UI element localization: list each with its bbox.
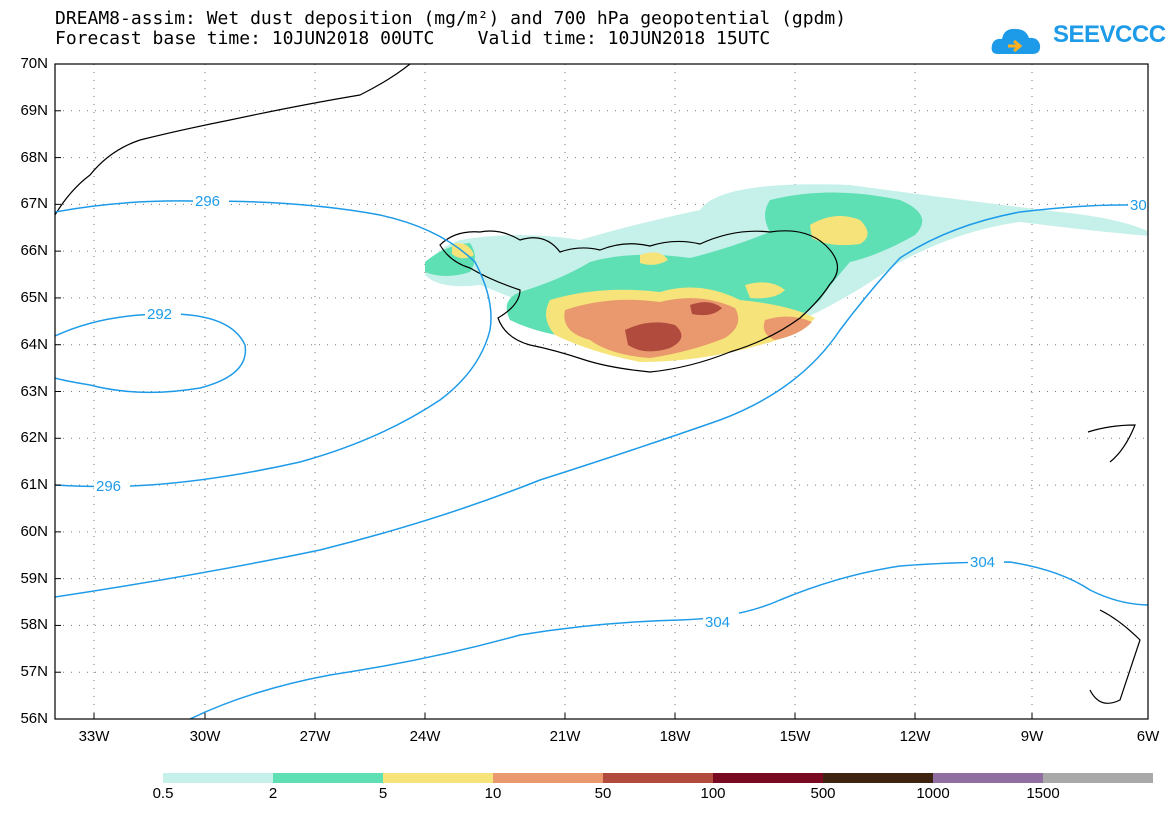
latitude-label: 58N [20, 616, 48, 634]
longitude-label: 27W [299, 728, 331, 745]
faroe-islands [1087, 424, 1136, 463]
latitude-label: 59N [20, 569, 48, 587]
dust-field [425, 184, 1148, 362]
cloud-logo-icon [991, 28, 1041, 54]
colorbar-swatch [713, 773, 823, 783]
contour-label: 30 [1130, 197, 1147, 214]
latitude-label: 64N [20, 335, 48, 353]
colorbar-label: 50 [594, 785, 612, 802]
colorbar-swatch [823, 773, 933, 783]
colorbar-swatch [493, 773, 603, 783]
longitude-label: 24W [409, 728, 441, 745]
dust-level-4b [763, 316, 812, 340]
dust-level-5b [690, 302, 722, 316]
contour-label: 296 [195, 193, 220, 210]
latitude-label: 62N [20, 429, 48, 447]
colorbar-label: 500 [810, 785, 836, 802]
longitude-label: 9W [1020, 728, 1044, 745]
colorbar-swatch [273, 773, 383, 783]
latitude-label: 67N [20, 195, 48, 213]
dust-level-5 [625, 322, 682, 352]
longitude-label: 6W [1136, 728, 1160, 745]
colorbar-swatch [1043, 773, 1153, 783]
latitude-label: 56N [20, 710, 48, 727]
contour-label: 296 [96, 478, 121, 495]
longitude-label: 33W [78, 728, 110, 745]
greenland-coast [55, 64, 411, 216]
latitude-label: 63N [20, 382, 48, 400]
contour-296-north [55, 200, 492, 488]
map-title: DREAM8-assim: Wet dust deposition (mg/m²… [55, 8, 847, 29]
contour-292 [55, 313, 247, 394]
latitude-label: 69N [20, 101, 48, 119]
latitude-label: 65N [20, 288, 48, 306]
longitude-label: 12W [899, 728, 931, 745]
dust-level-3d [640, 252, 668, 265]
colorbar-swatch [163, 773, 273, 783]
longitude-label: 15W [779, 728, 811, 745]
colorbar-label: 0.5 [152, 785, 174, 802]
contour-304 [189, 561, 1148, 719]
latitude-label: 61N [20, 476, 48, 494]
latitude-label: 60N [20, 522, 48, 540]
iceland-coast [439, 230, 839, 373]
longitude-label: 30W [189, 728, 221, 745]
colorbar-label: 100 [700, 785, 726, 802]
scotland-coast [1089, 609, 1141, 704]
logo-text: SEEVCCC [1053, 21, 1166, 48]
colorbar-swatch [933, 773, 1043, 783]
contour-labels: 296 292 296 304 304 30 [94, 192, 1148, 631]
contour-label: 292 [147, 306, 172, 323]
axis-ticks [55, 63, 1149, 720]
contour-label: 304 [705, 614, 730, 631]
latitude-label: 57N [20, 663, 48, 681]
colorbar-swatch [603, 773, 713, 783]
map-background [55, 64, 1148, 719]
longitude-label: 21W [549, 728, 581, 745]
latitude-label: 68N [20, 148, 48, 166]
contour-label: 304 [970, 554, 995, 571]
colorbar-label: 5 [378, 785, 388, 802]
latitude-label: 66N [20, 242, 48, 260]
colorbar-label: 1000 [916, 785, 950, 802]
longitude-label: 18W [659, 728, 691, 745]
colorbar-label: 10 [484, 785, 502, 802]
geopotential-contours [55, 200, 1148, 719]
dust-level-3b [745, 282, 785, 299]
dust-level-3 [810, 216, 868, 246]
latitude-label: 70N [20, 55, 48, 72]
colorbar-label: 1500 [1026, 785, 1060, 802]
map-subtitle: Forecast base time: 10JUN2018 00UTC Vali… [55, 28, 771, 49]
colorbar-swatch [383, 773, 493, 783]
coastlines [55, 64, 1141, 704]
colorbar-label: 2 [268, 785, 278, 802]
contour-300 [55, 204, 1148, 598]
